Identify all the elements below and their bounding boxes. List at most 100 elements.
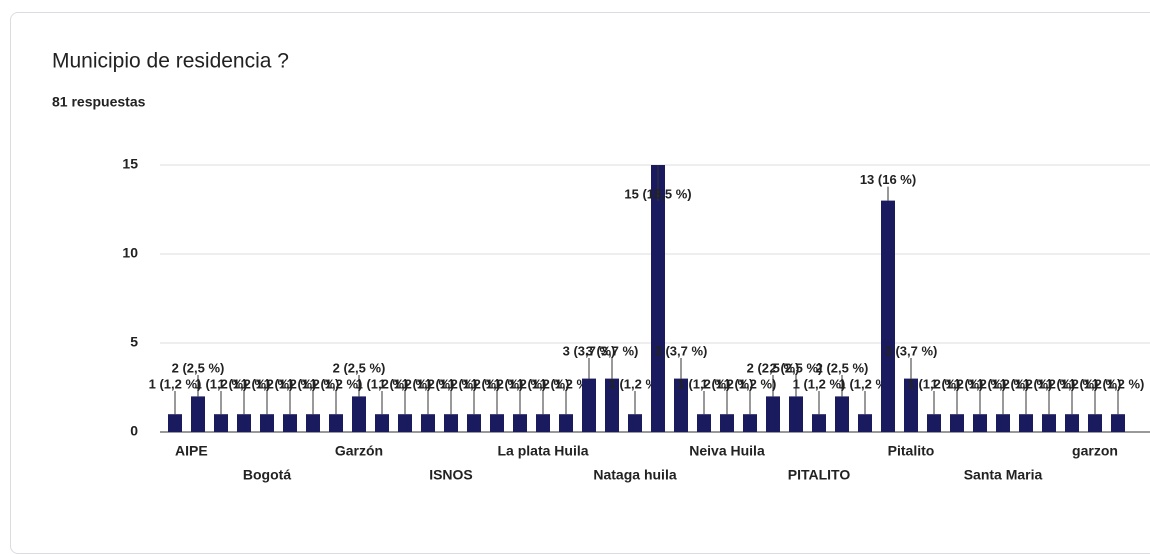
bar xyxy=(513,414,527,432)
bar xyxy=(1111,414,1125,432)
bar xyxy=(283,414,297,432)
value-label: 1 (1,2 %) xyxy=(977,376,1030,391)
bar xyxy=(881,200,895,432)
x-tick-label: Neiva Huila xyxy=(689,443,765,459)
bar xyxy=(536,414,550,432)
bar xyxy=(720,414,734,432)
bar xyxy=(1042,414,1056,432)
value-label: 1 (1,2 %) xyxy=(609,376,662,391)
bar xyxy=(490,414,504,432)
bar xyxy=(352,396,366,432)
chart-title: Municipio de residencia ? xyxy=(52,50,289,73)
value-label: 1 (1,2 %) xyxy=(908,376,961,391)
bar xyxy=(214,414,228,432)
value-label: 15 (18,5 %) xyxy=(624,186,691,201)
x-tick-label: ISNOS xyxy=(429,467,473,483)
bar xyxy=(904,378,918,432)
bar xyxy=(605,378,619,432)
x-tick-label: Pitalito xyxy=(888,443,935,459)
value-label: 1 (1,2 %) xyxy=(471,376,524,391)
bar xyxy=(398,414,412,432)
value-label: 1 (1,2 %) xyxy=(701,376,754,391)
bar xyxy=(237,414,251,432)
x-tick-label: La plata Huila xyxy=(497,443,588,459)
value-label: 1 (1,2 %) xyxy=(218,376,271,391)
x-tick-label: PITALITO xyxy=(788,467,851,483)
bar xyxy=(973,414,987,432)
value-label: 3 (3,7 %) xyxy=(586,343,639,358)
bar xyxy=(375,414,389,432)
value-label: 13 (16 %) xyxy=(860,172,916,187)
bar xyxy=(651,165,665,432)
value-label: 3 (3,7 %) xyxy=(885,343,938,358)
x-tick-label: garzon xyxy=(1072,443,1118,459)
y-tick-label: 15 xyxy=(122,156,138,172)
bar xyxy=(812,414,826,432)
bar xyxy=(260,414,274,432)
value-label: 1 (1,2 %) xyxy=(839,376,892,391)
value-label: 1 (1,2 %) xyxy=(517,376,570,391)
bar xyxy=(858,414,872,432)
bar xyxy=(168,414,182,432)
bar xyxy=(1019,414,1033,432)
value-label: 3 (3,7 %) xyxy=(563,343,616,358)
value-label: 1 (1,2 %) xyxy=(1069,376,1122,391)
value-label: 1 (1,2 %) xyxy=(540,376,593,391)
value-label: 1 (1,2 %) xyxy=(793,376,846,391)
x-tick-label: Nataga huila xyxy=(593,467,676,483)
page: {"chart_data": {"type": "bar", "title": … xyxy=(10,12,1150,554)
value-label: 1 (1,2 %) xyxy=(954,376,1007,391)
bar xyxy=(789,396,803,432)
y-tick-label: 10 xyxy=(122,245,138,261)
bar xyxy=(996,414,1010,432)
bar xyxy=(674,378,688,432)
value-label: 2 (2,5 %) xyxy=(770,360,823,375)
y-tick-label: 0 xyxy=(130,423,138,439)
value-label: 2 (2,5 %) xyxy=(747,360,800,375)
bar xyxy=(444,414,458,432)
bar xyxy=(835,396,849,432)
card xyxy=(10,12,1150,554)
value-label: 1 (1,2 %) xyxy=(149,376,202,391)
value-label: 1 (1,2 %) xyxy=(241,376,294,391)
value-label: 1 (1,2 %) xyxy=(379,376,432,391)
bar xyxy=(582,378,596,432)
x-tick-label: Santa Maria xyxy=(964,467,1043,483)
x-tick-label: Bogotá xyxy=(243,467,291,483)
bar xyxy=(950,414,964,432)
value-label: 1 (1,2 %) xyxy=(402,376,455,391)
value-label: 2 (2,5 %) xyxy=(172,360,225,375)
value-label: 1 (1,2 %) xyxy=(195,376,248,391)
value-label: 1 (1,2 %) xyxy=(1046,376,1099,391)
bar xyxy=(467,414,481,432)
value-label: 1 (1,2 %) xyxy=(448,376,501,391)
bar xyxy=(628,414,642,432)
bar xyxy=(766,396,780,432)
value-label: 1 (1,2 %) xyxy=(1092,376,1145,391)
bar xyxy=(743,414,757,432)
value-label: 1 (1,2 %) xyxy=(425,376,478,391)
bar xyxy=(1065,414,1079,432)
value-label: 2 (2,5 %) xyxy=(816,360,869,375)
bar xyxy=(329,414,343,432)
bar xyxy=(697,414,711,432)
value-label: 1 (1,2 %) xyxy=(931,376,984,391)
bar xyxy=(927,414,941,432)
value-label: 1 (1,2 %) xyxy=(1000,376,1053,391)
value-label: 1 (1,2 %) xyxy=(1023,376,1076,391)
bar xyxy=(421,414,435,432)
value-label: 3 (3,7 %) xyxy=(655,343,708,358)
value-label: 1 (1,2 %) xyxy=(264,376,317,391)
x-tick-label: AIPE xyxy=(175,443,208,459)
x-tick-label: Garzón xyxy=(335,443,383,459)
bar xyxy=(306,414,320,432)
value-label: 1 (1,2 %) xyxy=(678,376,731,391)
response-count: 81 respuestas xyxy=(52,94,146,110)
y-tick-label: 5 xyxy=(130,334,138,350)
chart: Municipio de residencia ? 81 respuestas … xyxy=(52,50,1150,483)
value-label: 2 (2,5 %) xyxy=(333,360,386,375)
value-label: 1 (1,2 %) xyxy=(310,376,363,391)
value-label: 1 (1,2 %) xyxy=(724,376,777,391)
bar xyxy=(191,396,205,432)
value-label: 1 (1,2 %) xyxy=(494,376,547,391)
